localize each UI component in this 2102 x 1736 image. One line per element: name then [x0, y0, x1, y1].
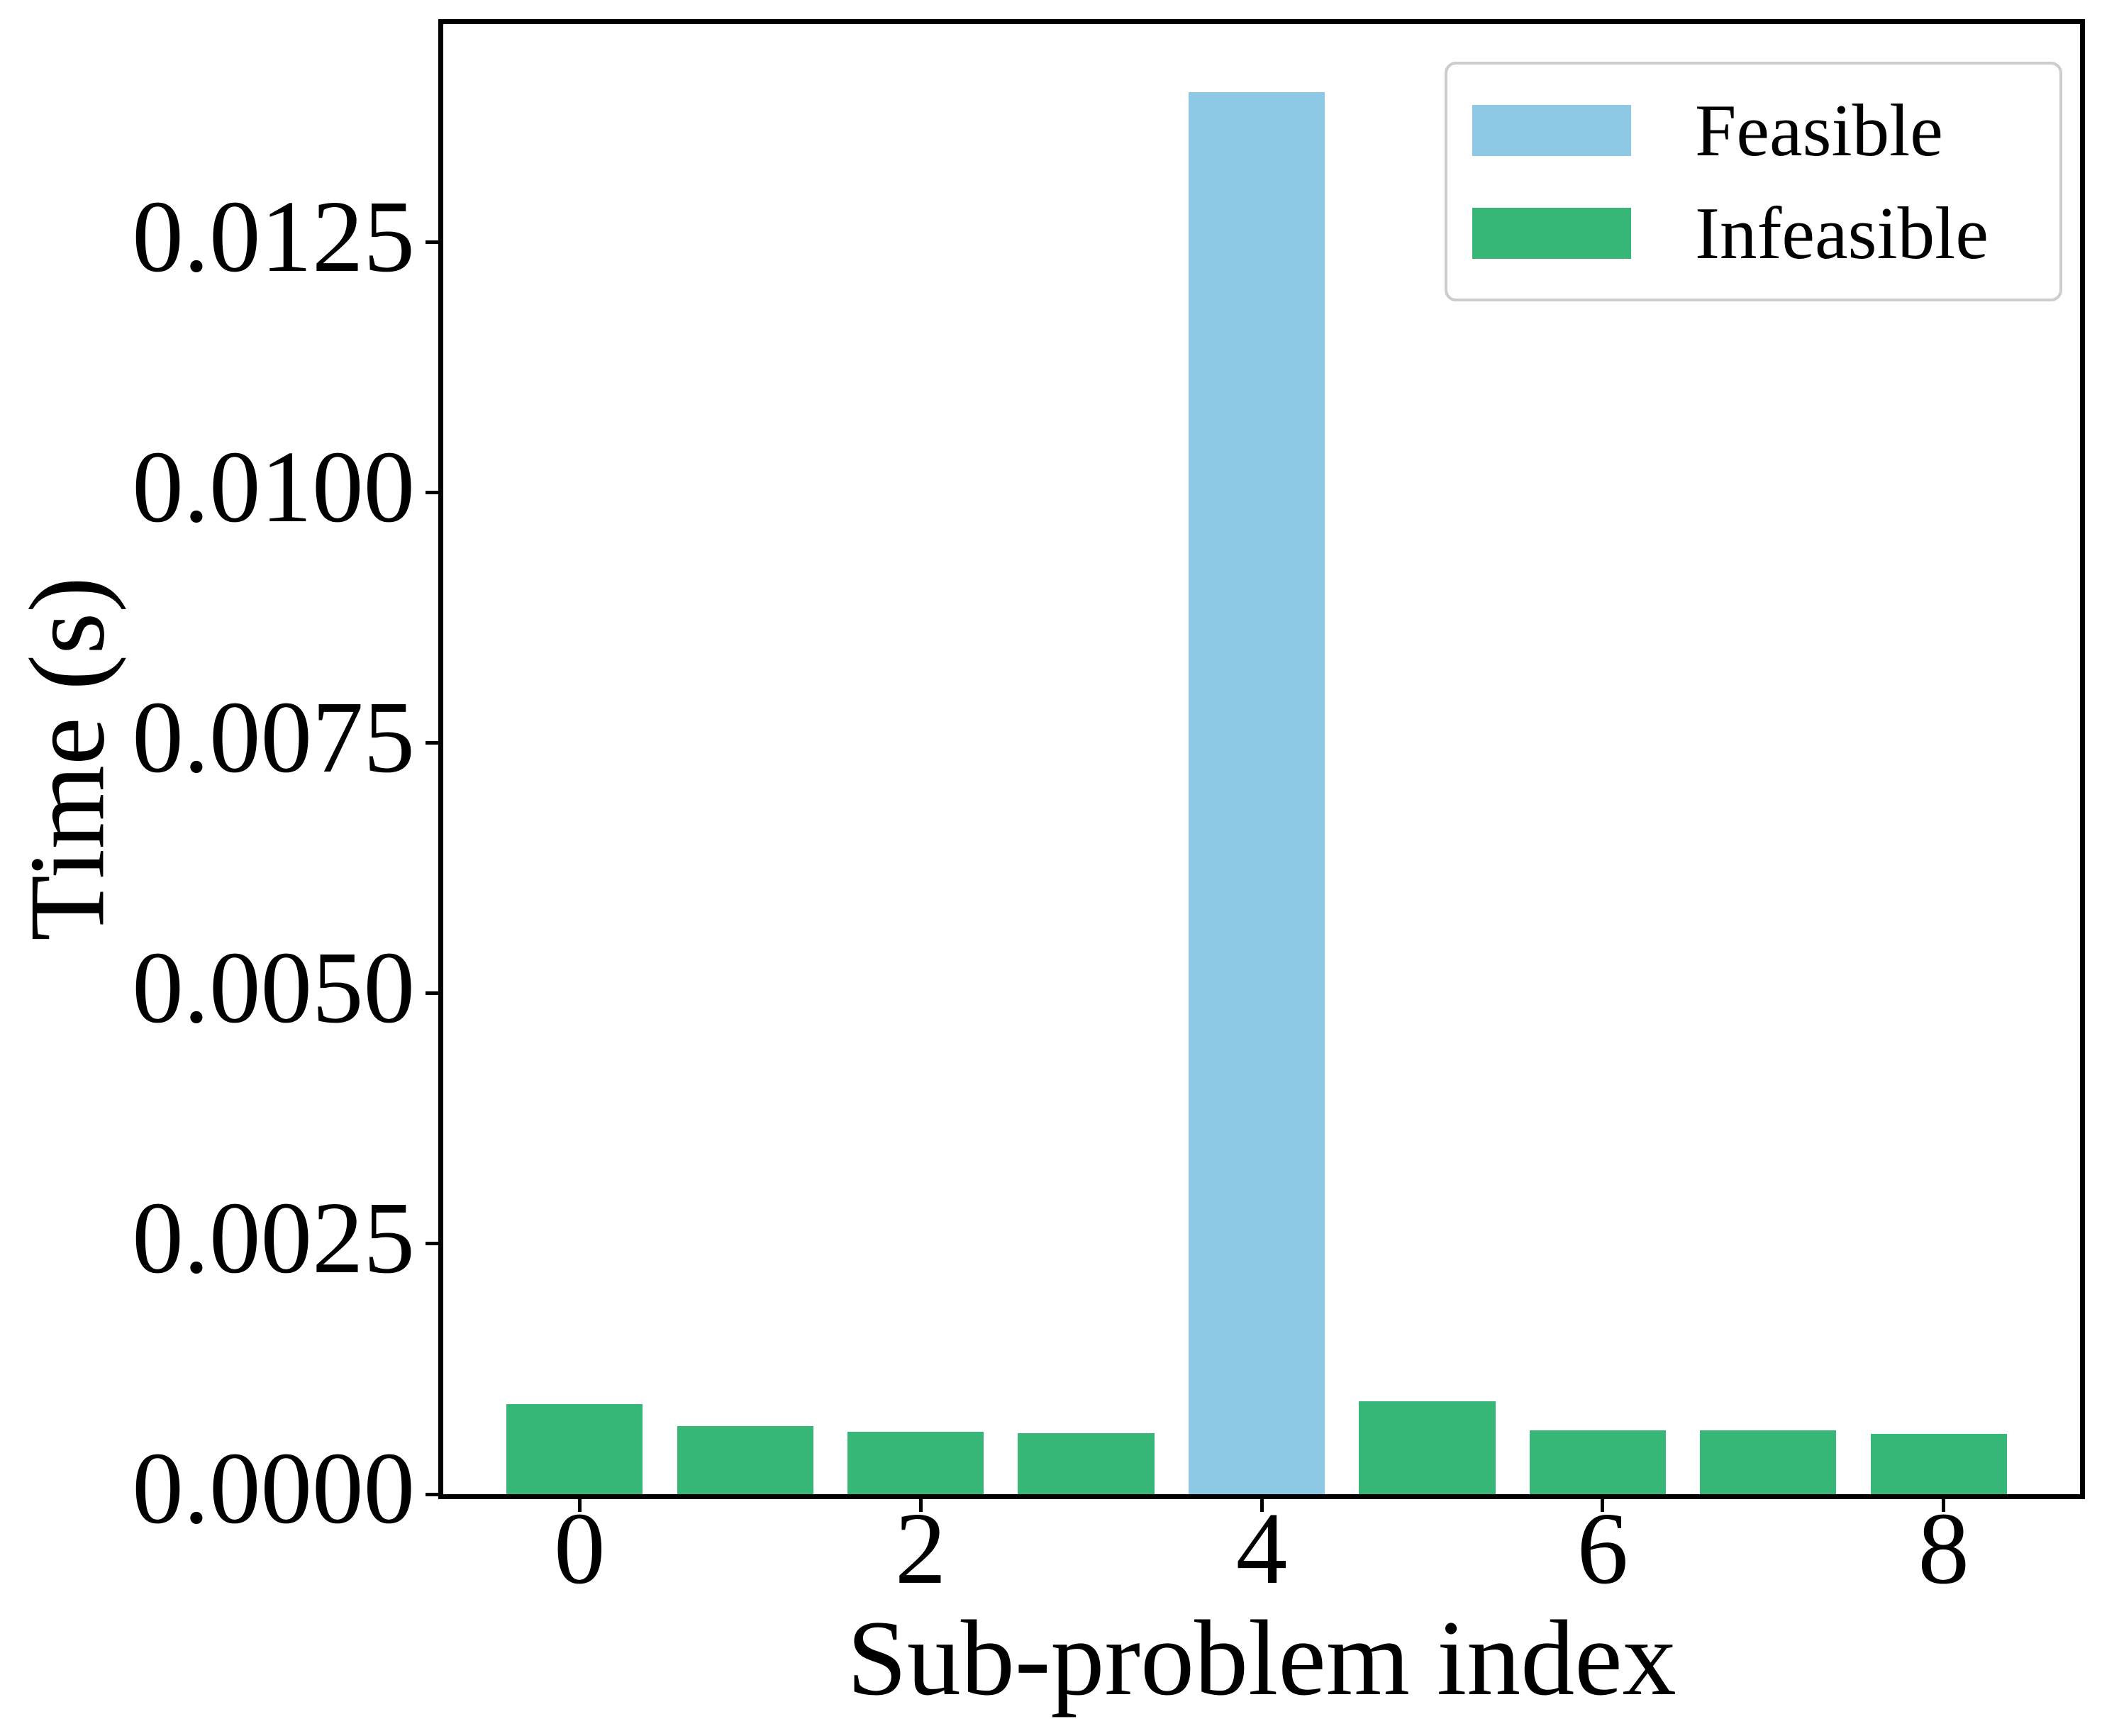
- x-tick-label: 6: [1576, 1492, 1629, 1606]
- x-tick-mark: [1259, 1499, 1264, 1512]
- y-tick-mark: [426, 991, 438, 996]
- x-axis-label: Sub-problem index: [847, 1598, 1676, 1718]
- legend-item-infeasible: Infeasible: [1472, 196, 2059, 270]
- x-tick-label: 2: [894, 1492, 947, 1606]
- y-tick-label: 0.0075: [132, 680, 415, 794]
- y-tick-label: 0.0000: [132, 1432, 415, 1545]
- x-tick-label: 8: [1918, 1492, 1969, 1606]
- y-tick-label: 0.0050: [132, 930, 415, 1045]
- y-tick-mark: [426, 491, 438, 495]
- legend-label-feasible: Feasible: [1695, 89, 1943, 172]
- x-tick-mark: [1601, 1499, 1605, 1512]
- bar-infeasible-8: [1870, 1434, 2007, 1494]
- y-tick-mark: [426, 240, 438, 245]
- bar-infeasible-7: [1700, 1430, 1837, 1494]
- legend-label-infeasible: Infeasible: [1695, 191, 1989, 274]
- legend-item-feasible: Feasible: [1472, 93, 2059, 167]
- bar-infeasible-6: [1529, 1430, 1666, 1494]
- x-tick-mark: [918, 1499, 923, 1512]
- legend: Feasible Infeasible: [1445, 62, 2062, 301]
- bars-layer: [443, 24, 2080, 1494]
- x-tick-label: 0: [554, 1492, 606, 1606]
- y-tick-label: 0.0025: [132, 1181, 415, 1295]
- bar-infeasible-2: [847, 1432, 984, 1494]
- y-tick-label: 0.0125: [132, 179, 415, 294]
- x-tick-mark: [1942, 1499, 1946, 1512]
- x-tick-label: 4: [1235, 1492, 1288, 1606]
- feasible-color-swatch: [1472, 104, 1631, 156]
- bar-infeasible-0: [506, 1403, 643, 1494]
- infeasible-color-swatch: [1472, 207, 1631, 259]
- y-tick-mark: [426, 1242, 438, 1246]
- y-tick-mark: [426, 1492, 438, 1496]
- y-tick-mark: [426, 741, 438, 745]
- y-axis-label: Time (s): [7, 577, 127, 941]
- bar-infeasible-1: [677, 1425, 813, 1494]
- bar-infeasible-3: [1018, 1432, 1155, 1494]
- x-tick-mark: [577, 1499, 582, 1512]
- bar-feasible-4: [1188, 92, 1325, 1494]
- y-tick-label: 0.0100: [132, 430, 415, 544]
- bar-infeasible-5: [1359, 1401, 1496, 1494]
